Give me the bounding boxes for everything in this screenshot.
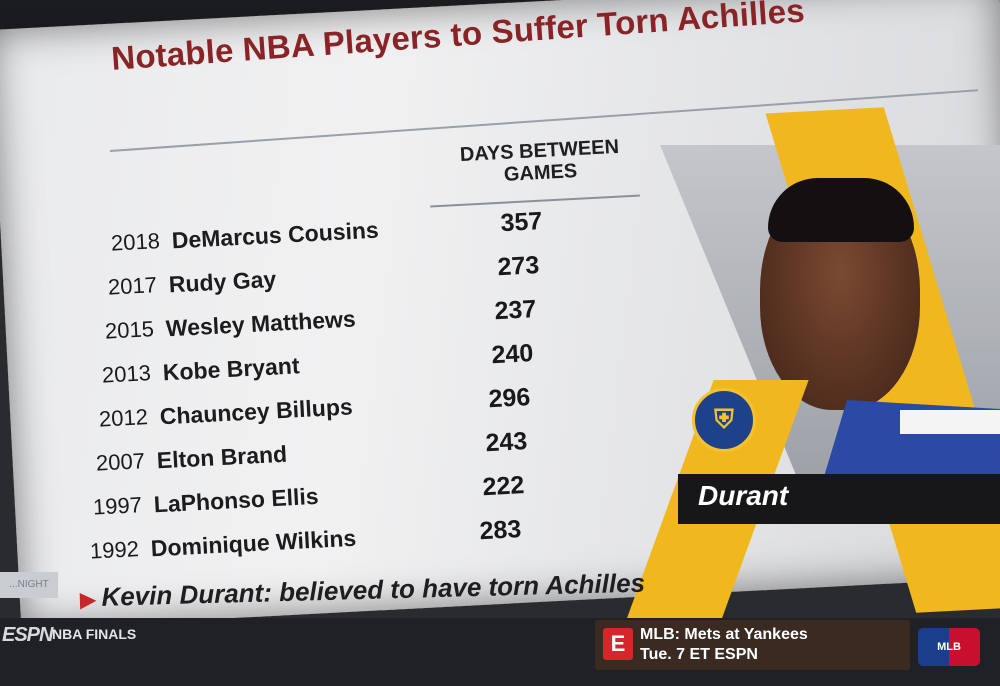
player-jersey-collar — [900, 410, 1000, 434]
row-year: 2015 — [104, 316, 155, 344]
row-year: 2012 — [98, 404, 149, 432]
player-photo-hair — [768, 178, 914, 242]
row-year: 2017 — [107, 272, 158, 300]
league-label: NBA FINALS — [52, 626, 137, 642]
row-year: 2018 — [110, 228, 161, 256]
promo-box — [595, 620, 910, 670]
espn-logo: ESPN — [2, 624, 53, 646]
row-year: 2007 — [95, 448, 146, 476]
player-name-plate — [678, 474, 1000, 524]
warriors-logo-icon: ⛨ — [692, 388, 756, 452]
row-days: 273 — [496, 250, 540, 281]
row-days: 283 — [478, 514, 522, 545]
row-year: 1997 — [92, 492, 143, 520]
promo-line2: Tue. 7 ET ESPN — [640, 646, 758, 663]
row-days: 243 — [484, 426, 528, 457]
mlb-logo-icon: MLB — [918, 628, 980, 666]
row-year: 2013 — [101, 360, 152, 388]
player-name: Durant — [698, 480, 789, 511]
row-days: 357 — [499, 206, 543, 237]
promo-line1: MLB: Mets at Yankees — [640, 626, 808, 643]
play-arrow-icon: ▶ — [79, 588, 96, 612]
row-days: 296 — [487, 382, 531, 413]
show-tag: ...NIGHT — [0, 572, 58, 598]
espn-e-icon: E — [603, 628, 633, 660]
row-year: 1992 — [89, 536, 140, 564]
row-days: 222 — [481, 470, 525, 501]
row-days: 237 — [493, 294, 537, 325]
row-days: 240 — [490, 338, 534, 369]
